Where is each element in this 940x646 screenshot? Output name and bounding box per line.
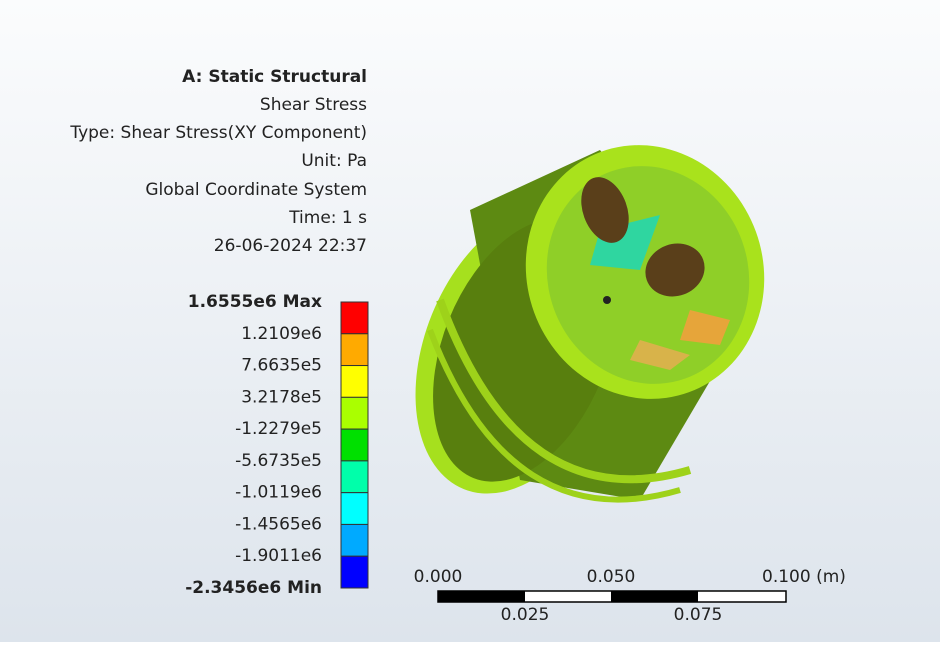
stress-patch <box>630 340 690 370</box>
scale-bar-segment <box>611 591 698 602</box>
legend-band <box>340 492 369 525</box>
header-line: Unit: Pa <box>301 151 367 171</box>
rim-stripe <box>427 328 681 503</box>
rim-stripe <box>436 298 692 484</box>
scale-label: 0.075 <box>674 605 723 625</box>
legend-label: -1.0119e6 <box>235 483 322 503</box>
scale-bar-segment <box>438 591 525 602</box>
scale-label: 0.000 <box>414 567 463 587</box>
legend-label: -5.6735e5 <box>235 451 322 471</box>
legend-label: -1.2279e5 <box>235 419 322 439</box>
header-title: A: Static Structural <box>182 67 367 87</box>
wheel-model <box>415 145 765 503</box>
legend-band <box>340 428 369 462</box>
bolt-hole <box>645 243 705 297</box>
bolt-hole <box>581 177 629 243</box>
legend-label: 1.2109e6 <box>241 324 322 344</box>
header-line: Shear Stress <box>260 95 367 115</box>
scale-label: 0.050 <box>587 567 636 587</box>
center-hole <box>603 296 611 304</box>
legend-band <box>340 396 369 430</box>
header-line: Global Coordinate System <box>145 180 367 200</box>
header: A: Static Structural Shear Stress Type: … <box>69 67 367 256</box>
legend-band <box>340 333 369 367</box>
scale-label: 0.100 (m) <box>762 567 846 587</box>
legend-band <box>340 365 369 398</box>
stress-patch <box>680 310 730 345</box>
scale-label: 0.025 <box>501 605 550 625</box>
legend-label: -1.9011e6 <box>235 546 322 566</box>
legend-band <box>340 555 369 589</box>
scale-bar: 0.000 0.050 0.100 (m) 0.025 0.075 <box>414 567 846 625</box>
header-line: Type: Shear Stress(XY Component) <box>69 123 367 143</box>
legend-band <box>340 523 369 557</box>
header-line: Time: 1 s <box>288 208 367 228</box>
legend-band <box>340 460 369 494</box>
header-line: 26-06-2024 22:37 <box>214 236 367 256</box>
legend: 1.6555e6 Max 1.2109e6 7.6635e5 3.2178e5 -1.2… <box>185 292 369 598</box>
legend-label: -1.4565e6 <box>235 514 322 534</box>
legend-band <box>340 301 369 335</box>
legend-label: 3.2178e5 <box>241 387 322 407</box>
legend-label: -2.3456e6 Min <box>185 578 322 598</box>
legend-label: 7.6635e5 <box>241 356 322 376</box>
legend-label: 1.6555e6 Max <box>188 292 322 312</box>
